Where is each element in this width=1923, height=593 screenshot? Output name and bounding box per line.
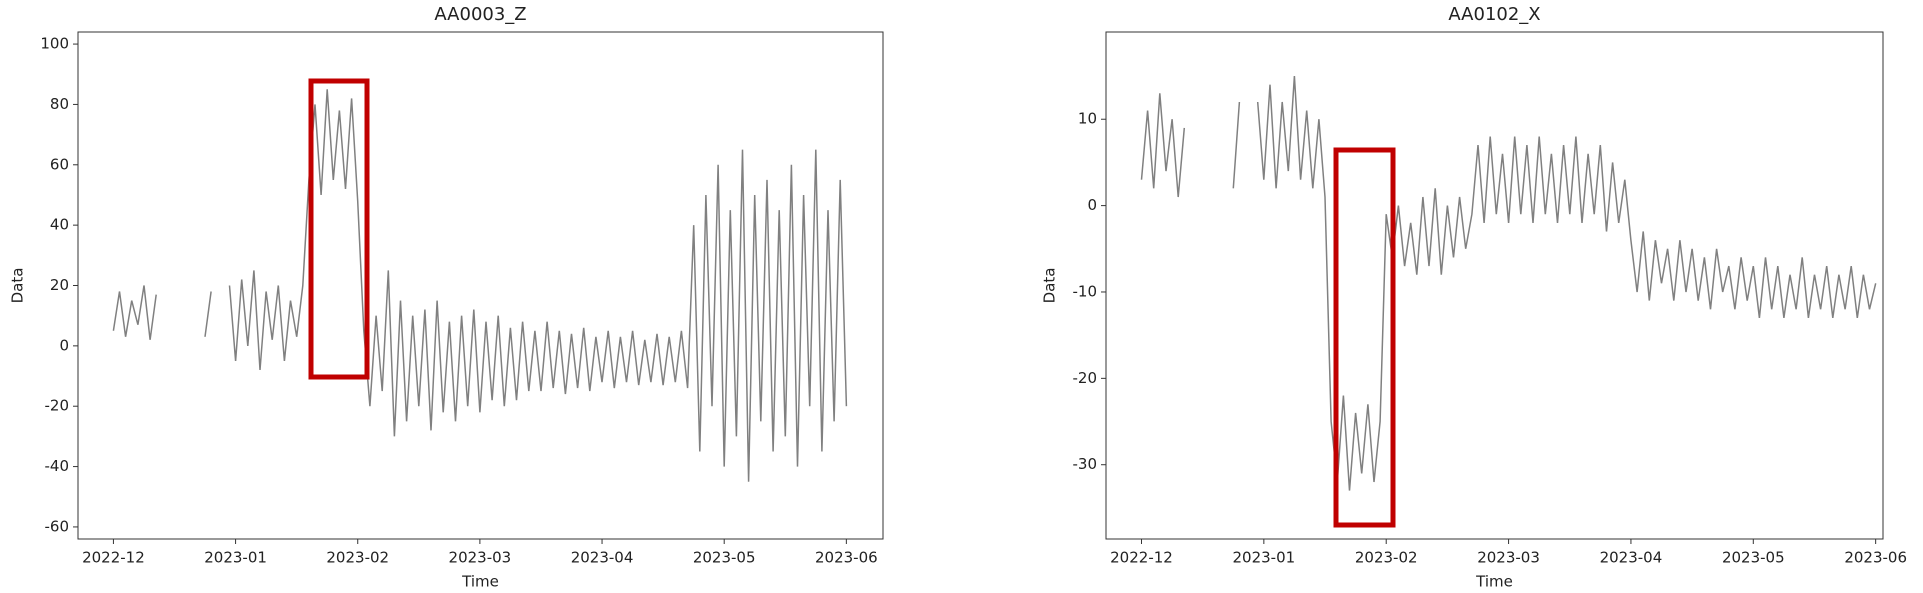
y-tick-label: -40 (45, 457, 70, 475)
x-tick-label: 2023-01 (1233, 549, 1296, 567)
y-tick-label: -30 (1073, 455, 1098, 473)
y-tick-label: 100 (40, 35, 69, 53)
y-tick-label: 20 (50, 276, 69, 294)
x-tick-label: 2023-02 (1355, 549, 1418, 567)
x-tick-label: 2023-05 (693, 549, 756, 567)
x-axis-label: Time (1475, 573, 1513, 591)
x-tick-label: 2023-05 (1722, 549, 1785, 567)
x-tick-label: 2023-02 (326, 549, 389, 567)
y-tick-label: 10 (1078, 110, 1097, 128)
chart-title: AA0102_X (1448, 4, 1540, 25)
line-series (112, 89, 848, 482)
y-tick-label: -20 (45, 397, 70, 415)
x-tick-label: 2023-03 (1477, 549, 1540, 567)
x-tick-label: 2023-06 (1844, 549, 1907, 567)
y-axis-label: Data (1041, 268, 1059, 304)
x-axis-label: Time (461, 573, 499, 591)
x-tick-label: 2023-06 (815, 549, 878, 567)
plot-frame (77, 31, 884, 540)
y-tick-label: -20 (1073, 369, 1098, 387)
y-tick-label: -10 (1073, 282, 1098, 300)
y-tick-label: 0 (1087, 196, 1097, 214)
x-tick-label: 2023-04 (571, 549, 634, 567)
y-tick-label: 60 (50, 155, 69, 173)
y-tick-label: 0 (59, 336, 69, 354)
y-axis-label: Data (9, 268, 27, 304)
highlight-box (308, 78, 370, 380)
x-tick-label: 2023-04 (1600, 549, 1663, 567)
highlight-box (1333, 147, 1396, 528)
x-tick-label: 2022-12 (82, 549, 145, 567)
y-tick-label: -60 (45, 517, 70, 535)
x-tick-label: 2023-01 (204, 549, 267, 567)
chart-title: AA0003_Z (434, 4, 526, 25)
line-series (1140, 75, 1877, 491)
y-tick-label: 40 (50, 216, 69, 234)
plot-frame (1105, 31, 1884, 540)
x-tick-label: 2022-12 (1110, 549, 1173, 567)
x-tick-label: 2023-03 (449, 549, 512, 567)
y-tick-label: 80 (50, 95, 69, 113)
